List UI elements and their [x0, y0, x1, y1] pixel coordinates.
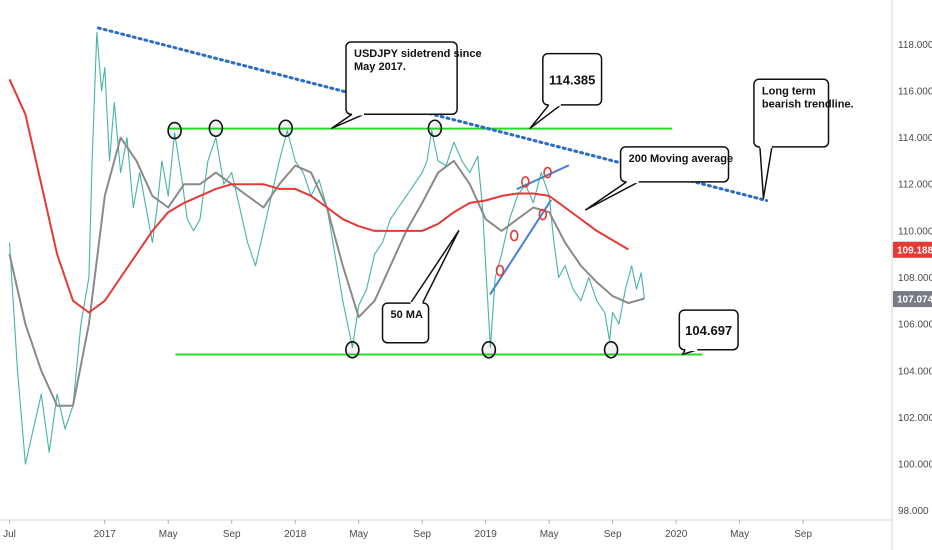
x-tick-12: Sep: [794, 529, 812, 540]
y-tick-8: 114.000: [898, 133, 932, 144]
marker-low-3: [603, 340, 619, 359]
y-tick-10: 118.000: [898, 40, 932, 51]
x-tick-11: May: [730, 529, 749, 540]
callout-114: 114.385: [529, 52, 603, 130]
x-tick-10: 2020: [665, 529, 688, 540]
callout-200ma-box: [619, 146, 730, 183]
marker-touch-3: [278, 119, 293, 138]
series-200-ma: [8, 78, 630, 314]
price-axis[interactable]: 98.000 100.000 102.000 104.000 106.000 108.00…: [898, 40, 932, 517]
time-axis[interactable]: Jul 2017 May Sep 2018 May Sep 2019 May Sep 2020 May…: [3, 520, 812, 540]
channel-lower-line: [489, 199, 552, 295]
callout-long-term-text-0: Long term: [762, 85, 816, 97]
x-tick-8: May: [540, 529, 559, 540]
y-tick-7: 112.000: [898, 180, 932, 191]
marker-red-4: [538, 208, 548, 221]
y-tick-0: 98.000: [898, 506, 929, 517]
marker-touch-1: [167, 121, 182, 140]
marker-red-2: [509, 229, 519, 242]
y-tick-9: 116.000: [898, 86, 932, 97]
y-tick-1: 100.000: [898, 460, 932, 471]
x-tick-0: Jul: [3, 529, 16, 540]
price-badge-1: [893, 291, 932, 308]
callout-50ma: 50 MA: [381, 230, 460, 344]
price-badges: 109.188 107.074: [893, 241, 932, 308]
marker-red-5: [543, 166, 552, 179]
y-tick-5: 108.000: [898, 273, 932, 284]
x-tick-2: May: [159, 529, 178, 540]
x-tick-4: 2018: [284, 529, 307, 540]
callout-104-text-0: 104.697: [685, 323, 732, 338]
callout-114-box: [542, 52, 603, 106]
markers-layer: [167, 119, 619, 359]
callout-104: 104.697: [678, 309, 739, 356]
callout-104-box: [678, 309, 739, 351]
x-tick-3: Sep: [223, 529, 241, 540]
marker-touch-2: [208, 119, 224, 138]
y-tick-4: 106.000: [898, 320, 932, 331]
marker-touch-4: [427, 119, 443, 138]
series-price: [8, 32, 645, 465]
callout-200ma-text-0: 200 Moving average: [629, 153, 734, 165]
callout-sidetrend-box: [345, 41, 458, 116]
x-tick-1: 2017: [94, 529, 117, 540]
callout-long-term-text-1: bearish trendline.: [762, 98, 854, 110]
y-tick-6: 110.000: [898, 226, 932, 237]
x-tick-6: Sep: [413, 529, 431, 540]
callout-50ma-text-0: 50 MA: [391, 309, 423, 321]
callout-long-term-box: [753, 78, 830, 148]
callout-sidetrend-text-1: May 2017.: [354, 61, 406, 73]
marker-low-2: [481, 340, 497, 359]
y-tick-3: 104.000: [898, 366, 932, 377]
price-badge-label-0: 109.188: [897, 245, 932, 256]
callout-114-text-0: 114.385: [549, 72, 595, 87]
marker-red-3: [521, 176, 530, 188]
callout-200ma: 200 Moving average: [584, 146, 734, 211]
callout-sidetrend-text-0: USDJPY sidetrend since: [354, 48, 482, 60]
price-badge-label-1: 107.074: [897, 295, 932, 306]
series-layer: [8, 32, 645, 465]
x-tick-9: Sep: [604, 529, 622, 540]
y-tick-2: 102.000: [898, 413, 932, 424]
callout-50ma-box: [381, 302, 430, 344]
marker-low-1: [345, 340, 360, 359]
price-badge-0: [893, 241, 932, 258]
x-tick-5: May: [349, 529, 368, 540]
x-tick-7: 2019: [475, 529, 498, 540]
marker-red-1: [495, 264, 505, 277]
